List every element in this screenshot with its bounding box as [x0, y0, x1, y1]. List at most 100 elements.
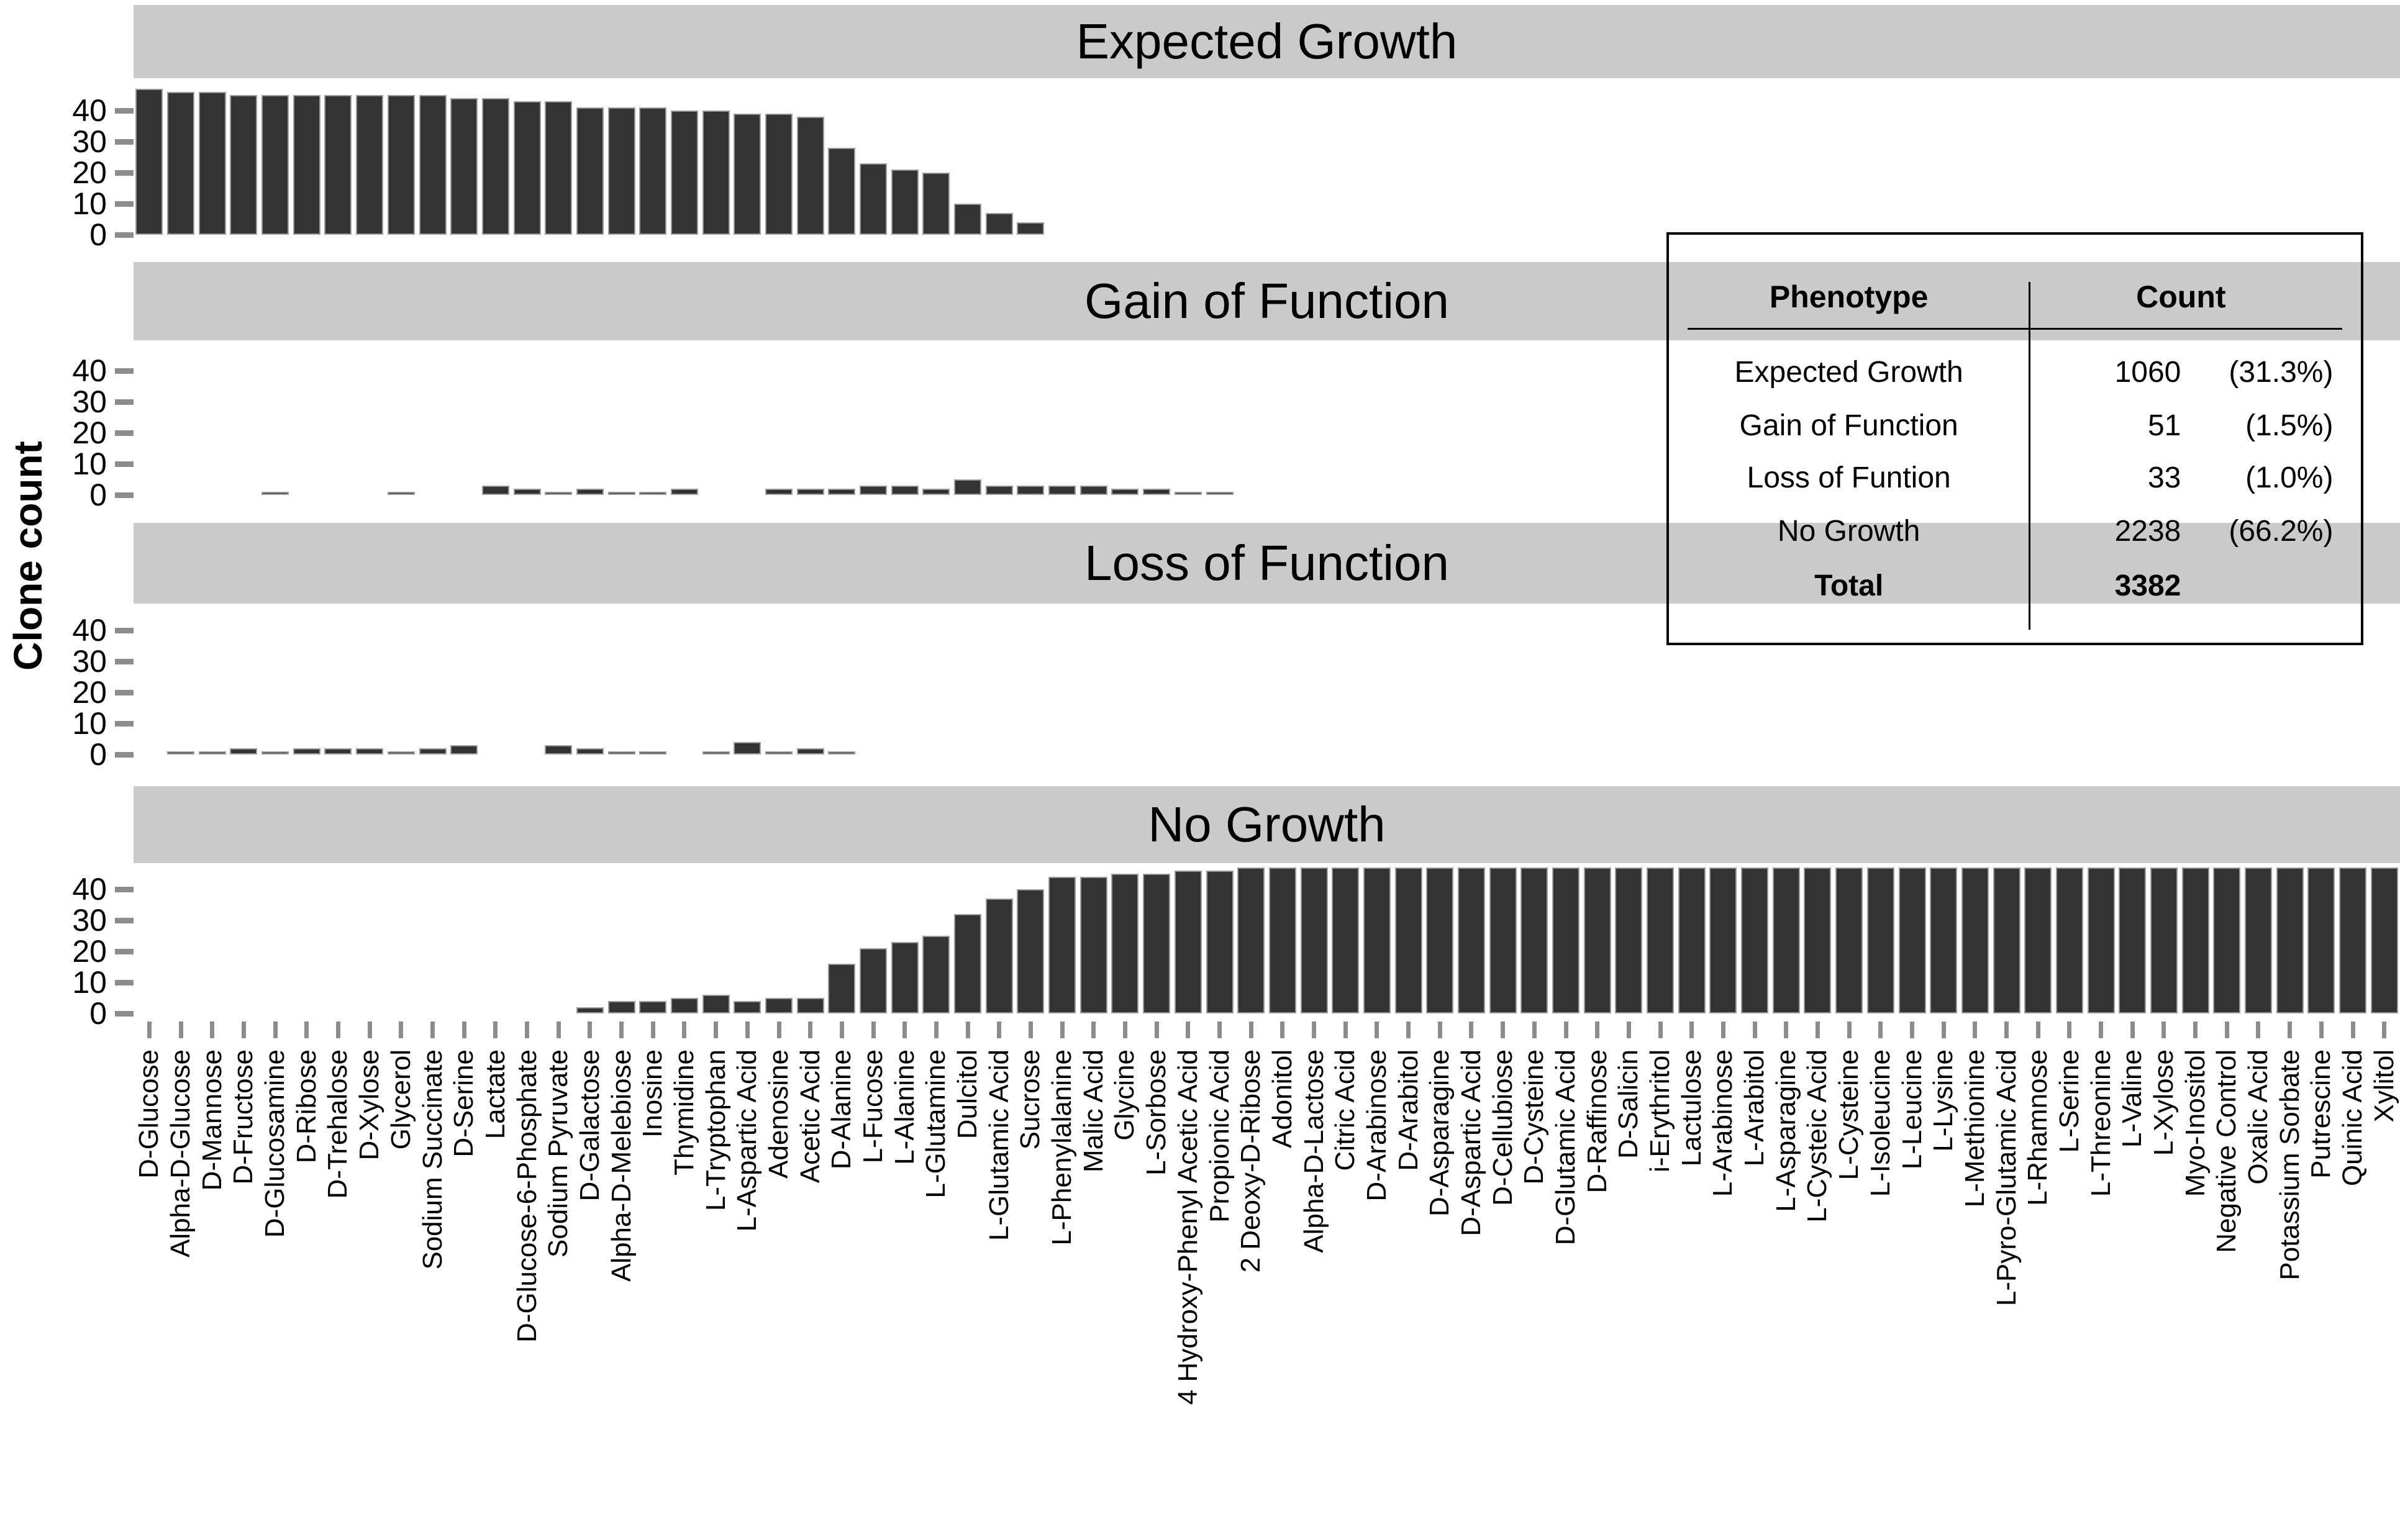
x-axis-label: Adonitol	[1266, 1049, 1298, 1149]
y-axis-tick-label: 30	[72, 903, 107, 938]
bar-gain-of-function	[1174, 492, 1202, 495]
x-axis-tick	[965, 1021, 970, 1038]
y-axis-tick-label: 30	[72, 644, 107, 679]
bar-no-growth	[1678, 867, 1706, 1013]
x-axis-tick	[2256, 1021, 2261, 1038]
bar-expected-growth	[639, 107, 667, 235]
bar-no-growth	[765, 998, 793, 1013]
bar-no-growth	[985, 899, 1013, 1013]
bar-no-growth	[576, 1007, 604, 1013]
x-axis-tick	[1280, 1021, 1285, 1038]
y-axis-tick-label: 40	[72, 93, 107, 128]
bar-no-growth	[1300, 867, 1328, 1013]
x-axis-tick	[619, 1021, 624, 1038]
bar-gain-of-function	[1080, 486, 1107, 495]
x-axis-label: L-Pyro-Glutamic Acid	[1991, 1049, 2022, 1307]
bar-no-growth	[1394, 867, 1422, 1013]
x-axis-tick	[871, 1021, 876, 1038]
x-axis-tick	[2130, 1021, 2135, 1038]
bar-loss-of-function	[230, 748, 258, 754]
x-axis-label: D-Raffinose	[1581, 1049, 1612, 1194]
x-axis-label: Glycerol	[385, 1049, 416, 1150]
x-axis-tick	[1217, 1021, 1222, 1038]
x-axis-tick	[210, 1021, 215, 1038]
x-axis-label: Malic Acid	[1078, 1049, 1109, 1173]
y-axis-tick-label: 20	[72, 415, 107, 450]
y-axis-tick-label: 10	[72, 446, 107, 481]
x-axis-label: L-Arabitol	[1739, 1049, 1770, 1167]
x-axis-tick	[1815, 1021, 1820, 1038]
x-axis-label: Putrescine	[2306, 1049, 2337, 1179]
x-axis-tick	[650, 1021, 655, 1038]
x-axis-label: Sodium Succinate	[417, 1049, 448, 1270]
x-axis-label: L-Cysteic Acid	[1802, 1049, 1833, 1223]
bar-expected-growth	[765, 114, 793, 235]
bar-loss-of-function	[450, 745, 478, 754]
x-axis-tick	[1784, 1021, 1789, 1038]
y-axis-tick	[115, 232, 134, 238]
bar-no-growth	[1237, 867, 1265, 1013]
table-header-count: Count	[2136, 279, 2226, 314]
table-cell-count: 51	[2147, 409, 2181, 442]
x-axis-tick	[1186, 1021, 1191, 1038]
bar-no-growth	[1583, 867, 1611, 1013]
x-axis-label: Citric Acid	[1330, 1049, 1361, 1171]
bar-expected-growth	[419, 95, 447, 235]
bar-no-growth	[1080, 877, 1107, 1013]
x-axis-tick	[1720, 1021, 1725, 1038]
x-axis-tick	[1941, 1021, 1946, 1038]
x-axis-label: D-Cellubiose	[1487, 1049, 1518, 1206]
bar-no-growth	[1615, 867, 1643, 1013]
bar-expected-growth	[356, 95, 384, 235]
bar-loss-of-function	[387, 751, 415, 754]
bar-no-growth	[1268, 867, 1296, 1013]
x-axis-label: L-Glutamic Acid	[983, 1049, 1014, 1241]
bar-loss-of-function	[796, 748, 824, 754]
x-axis-label: D-Galactose	[574, 1049, 605, 1202]
bar-no-growth	[1930, 867, 1958, 1013]
bar-no-growth	[1709, 867, 1737, 1013]
table-header-rule	[1688, 328, 2342, 330]
x-axis-label: Inosine	[637, 1049, 668, 1138]
x-axis-tick	[241, 1021, 246, 1038]
bar-expected-growth	[891, 170, 919, 235]
bar-gain-of-function	[1143, 489, 1171, 495]
bar-loss-of-function	[198, 751, 226, 754]
y-axis-tick	[115, 368, 134, 374]
bar-expected-growth	[167, 92, 194, 235]
facet-strip-loss-of-function: Loss of Function	[134, 523, 2400, 604]
bar-no-growth	[670, 998, 698, 1013]
x-axis-label: Oxalic Acid	[2242, 1049, 2273, 1185]
x-axis-label: D-Arabitol	[1393, 1049, 1424, 1171]
bar-expected-growth	[922, 173, 950, 235]
bar-no-growth	[1143, 874, 1171, 1013]
x-axis-label: Acetic Acid	[794, 1049, 825, 1184]
x-axis-label: Alpha-D-Melebiose	[606, 1049, 637, 1282]
x-axis-label: Myo-Inositol	[2180, 1049, 2211, 1197]
x-axis-tick	[2350, 1021, 2355, 1038]
y-axis-tick-label: 30	[72, 124, 107, 159]
facet-title-loss-of-function: Loss of Function	[1084, 535, 1449, 591]
bar-expected-growth	[796, 117, 824, 235]
bar-loss-of-function	[828, 751, 856, 754]
x-axis-tick	[1689, 1021, 1694, 1038]
x-axis-tick	[1060, 1021, 1065, 1038]
x-axis-tick	[367, 1021, 372, 1038]
table-row-no-growth: No Growth 2238 (66.2%)	[1669, 513, 2361, 550]
x-axis-label: D-Mannose	[196, 1049, 227, 1191]
bar-no-growth	[639, 1001, 667, 1013]
y-axis-tick	[115, 980, 134, 985]
bar-gain-of-function	[639, 492, 667, 495]
x-axis-label: L-Fucose	[858, 1049, 888, 1164]
bar-loss-of-function	[545, 745, 573, 754]
bar-no-growth	[1048, 877, 1076, 1013]
x-axis-tick	[178, 1021, 183, 1038]
y-axis-tick	[115, 108, 134, 114]
x-axis-label: Sodium Pyruvate	[543, 1049, 574, 1258]
bar-no-growth	[1866, 867, 1894, 1013]
bar-gain-of-function	[481, 486, 509, 495]
x-axis-tick	[588, 1021, 593, 1038]
x-axis-label: L-Tryptophan	[700, 1049, 731, 1212]
y-axis-tick	[115, 628, 134, 633]
